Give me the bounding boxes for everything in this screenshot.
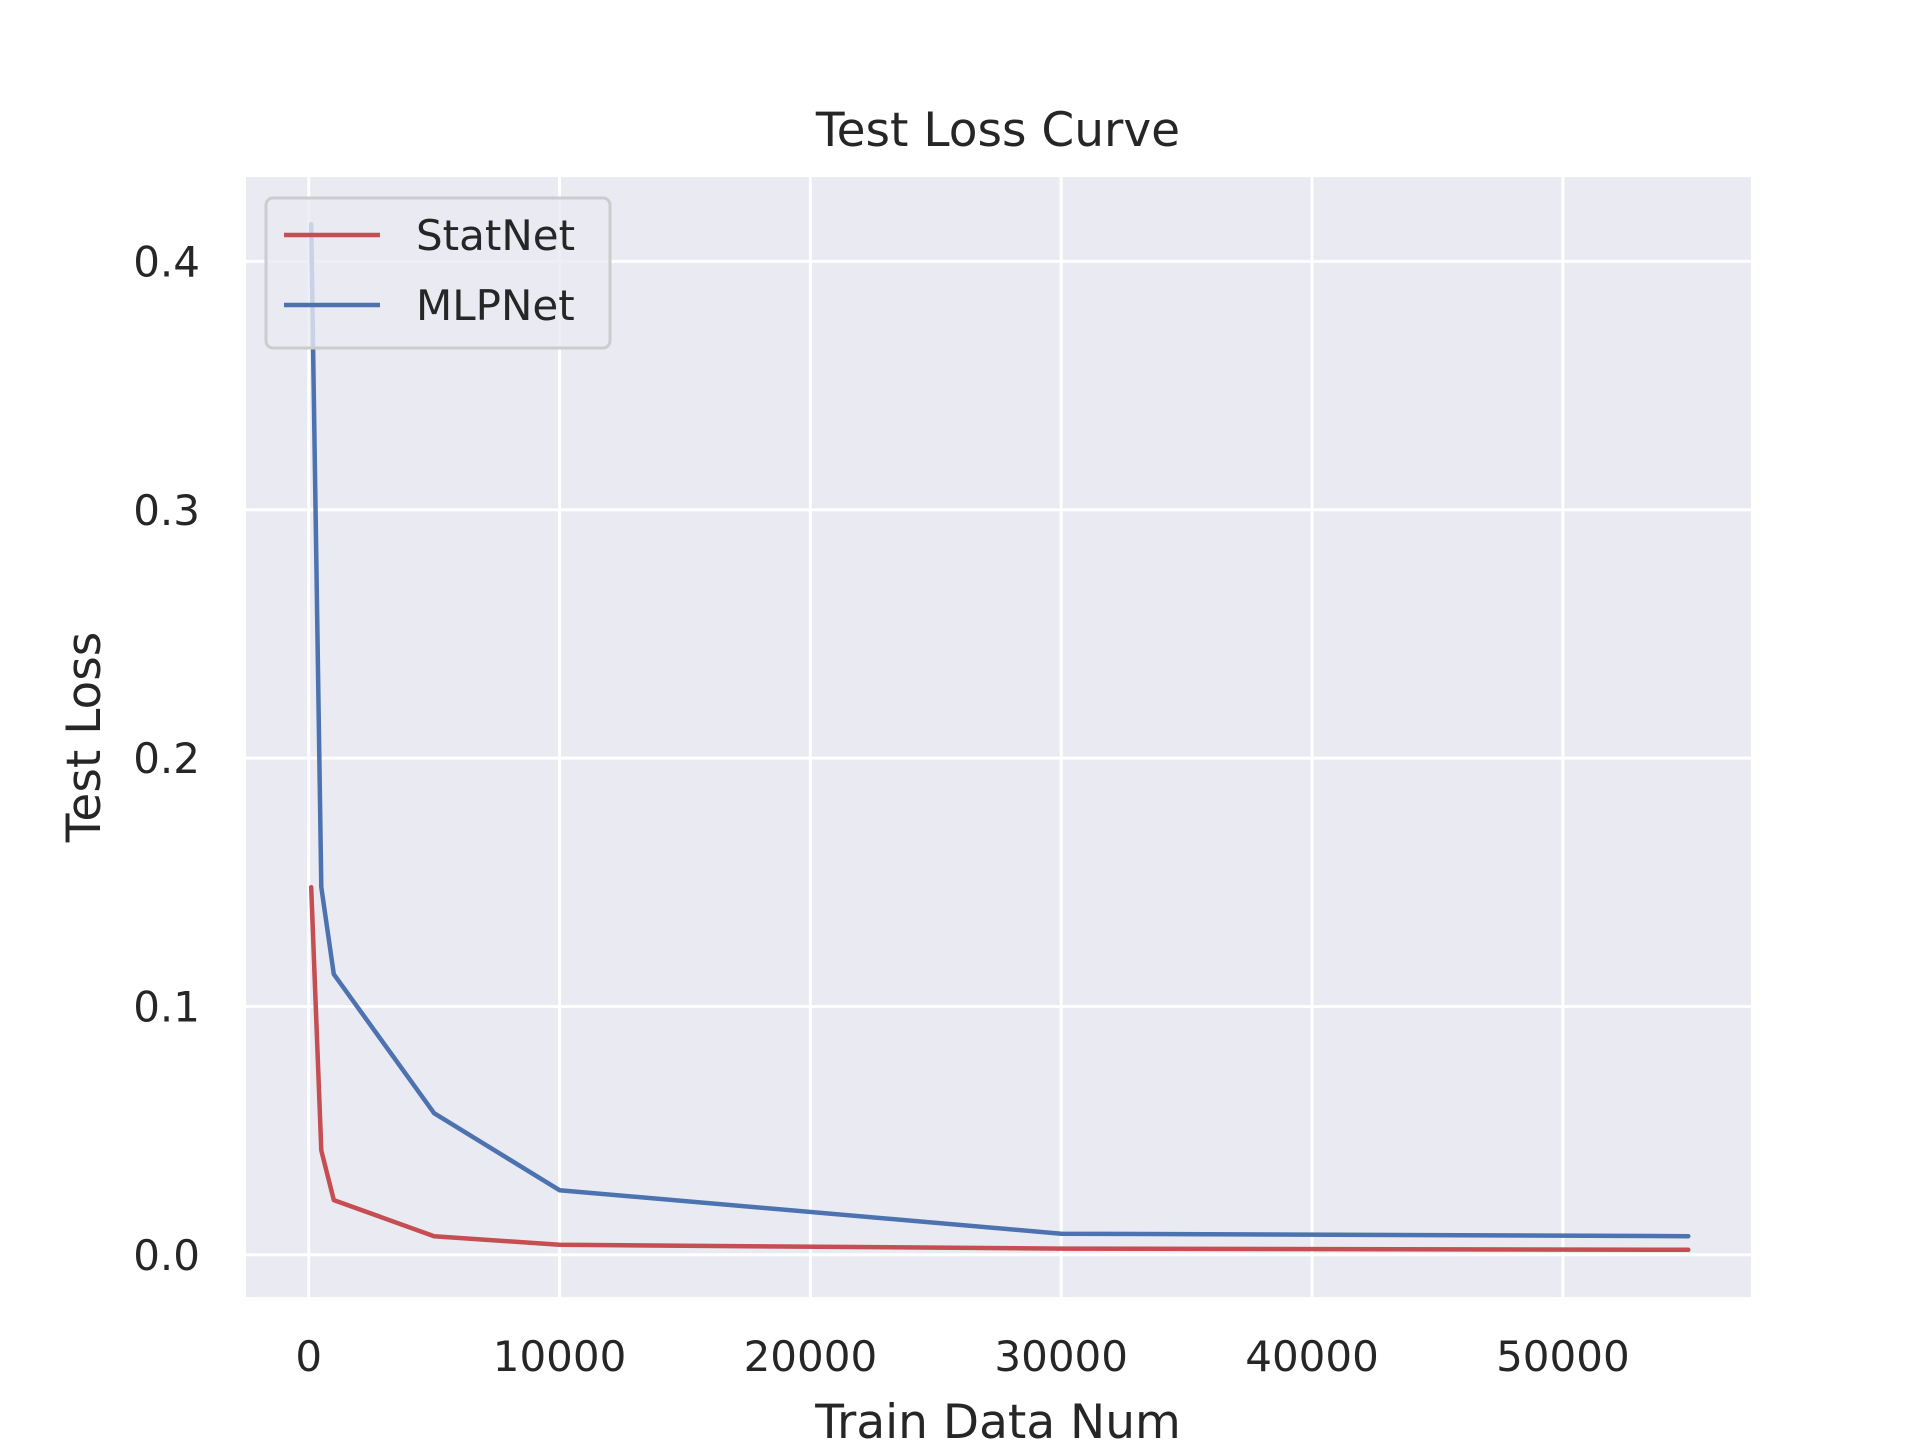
y-tick-label: 0.4 bbox=[133, 237, 200, 286]
y-tick-label: 0.1 bbox=[133, 982, 200, 1031]
series-line-statnet bbox=[308, 884, 1691, 1253]
y-axis-label: Test Loss bbox=[57, 632, 112, 844]
legend: StatNet MLPNet bbox=[264, 196, 612, 350]
chart-title: Test Loss Curve bbox=[815, 103, 1180, 158]
grid-lines bbox=[246, 177, 1751, 1297]
y-tick-label: 0.0 bbox=[133, 1231, 200, 1280]
y-tick-labels: 0.0 0.1 0.2 0.3 0.4 bbox=[133, 237, 200, 1279]
x-tick-label: 30000 bbox=[994, 1332, 1128, 1381]
x-tick-label: 40000 bbox=[1245, 1332, 1379, 1381]
x-tick-label: 0 bbox=[295, 1332, 322, 1381]
plot-background bbox=[246, 177, 1751, 1297]
legend-label-mlpnet: MLPNet bbox=[416, 281, 575, 330]
x-tick-label: 20000 bbox=[744, 1332, 878, 1381]
x-tick-label: 10000 bbox=[493, 1332, 627, 1381]
x-axis-label: Train Data Num bbox=[814, 1395, 1181, 1440]
legend-label-statnet: StatNet bbox=[416, 211, 575, 260]
series-line-mlpnet bbox=[308, 221, 1691, 1239]
x-tick-labels: 0 10000 20000 30000 40000 50000 bbox=[295, 1332, 1629, 1381]
series-lines bbox=[308, 221, 1691, 1253]
y-tick-label: 0.2 bbox=[133, 734, 200, 783]
y-tick-label: 0.3 bbox=[133, 486, 200, 535]
x-tick-label: 50000 bbox=[1496, 1332, 1630, 1381]
